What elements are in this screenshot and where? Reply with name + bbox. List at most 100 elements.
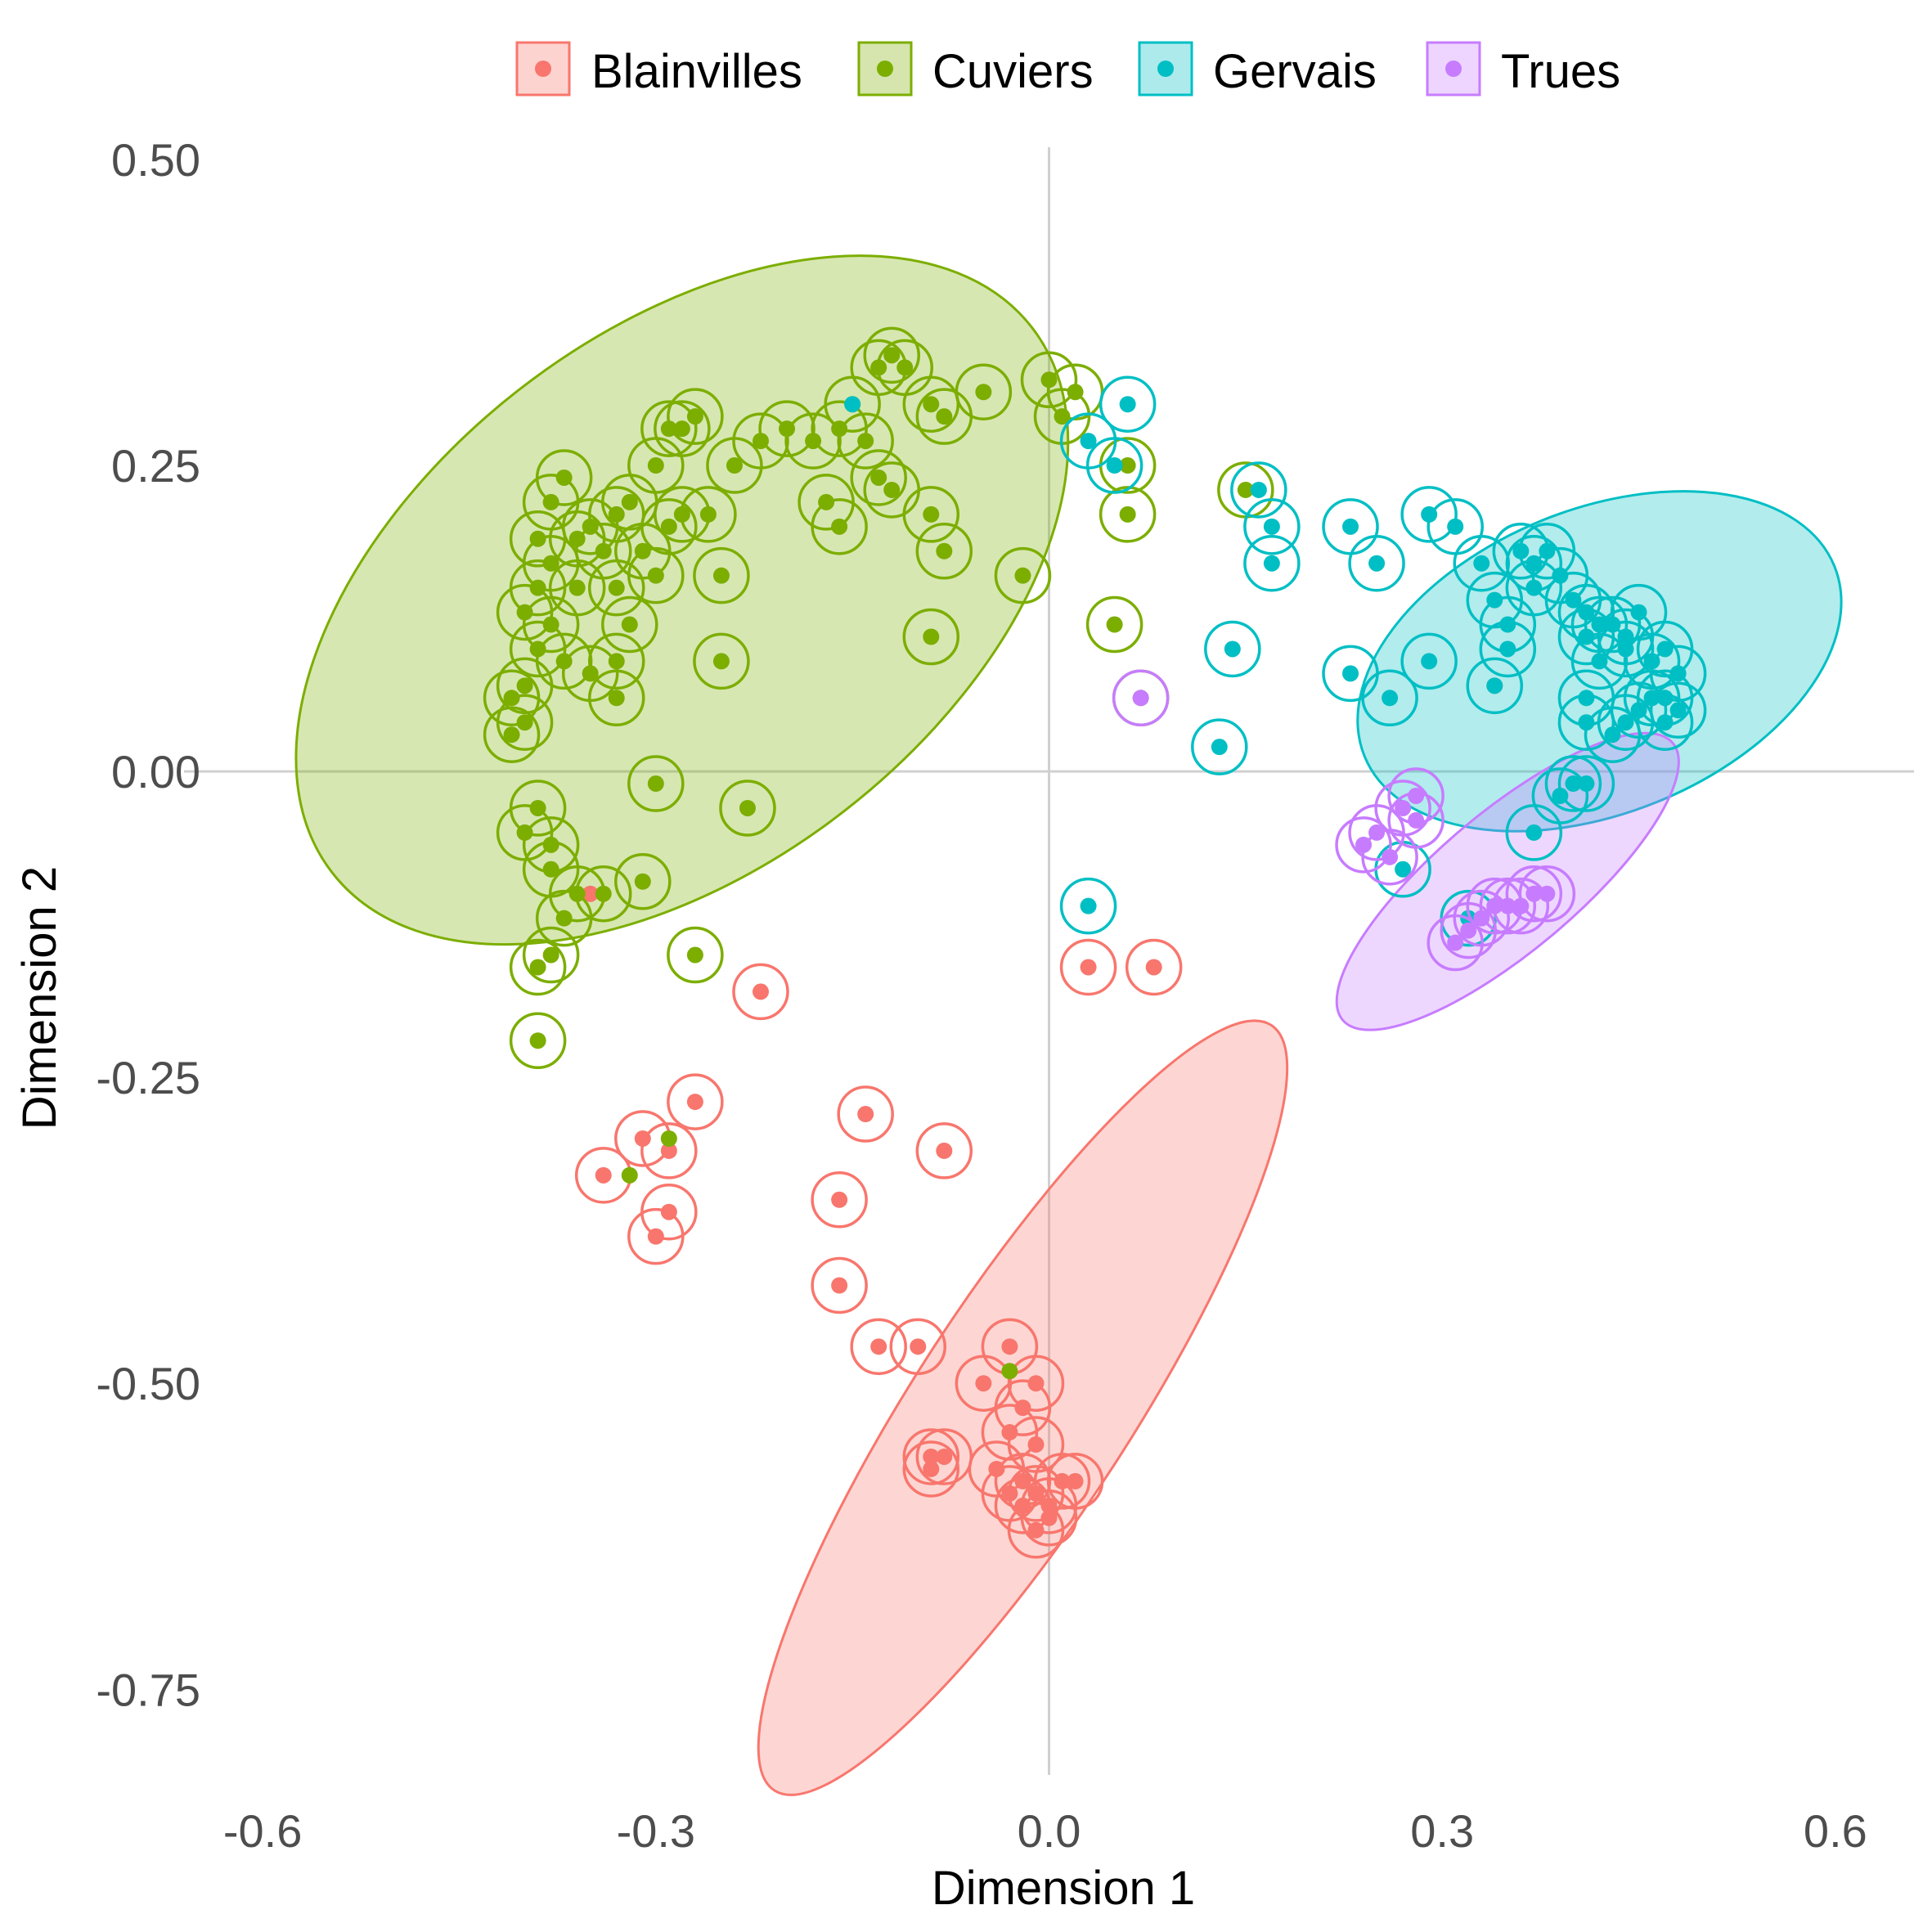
point-ring	[863, 326, 920, 384]
x-tick-label: -0.6	[223, 1805, 303, 1857]
point-ring	[1059, 938, 1117, 996]
data-point	[1224, 640, 1241, 658]
x-axis-title: Dimension 1	[932, 1862, 1195, 1915]
y-tick-label: 0.50	[111, 134, 200, 186]
point-ring	[1505, 559, 1563, 617]
data-point	[529, 1032, 546, 1049]
legend-dot-cuviers	[877, 61, 893, 77]
data-point	[529, 530, 546, 547]
x-axis-ticks: -0.6 -0.3 0.0 0.3 0.6	[223, 1805, 1867, 1857]
legend-item-gervais: Gervais	[1138, 41, 1377, 98]
point-ring	[902, 608, 960, 666]
data-point	[1132, 690, 1149, 707]
point-ring	[915, 1122, 973, 1179]
point-ring	[1191, 718, 1248, 775]
point-ring	[627, 546, 685, 604]
point-ring	[784, 412, 842, 470]
legend-label-cuviers: Cuviers	[932, 45, 1094, 98]
data-point	[568, 579, 586, 596]
data-point	[595, 885, 612, 902]
data-point	[1001, 1363, 1018, 1380]
data-point	[1539, 885, 1556, 902]
data-point	[1106, 457, 1123, 474]
point-ring	[955, 363, 1013, 420]
point-ring	[850, 449, 907, 506]
point-ring	[1597, 620, 1655, 678]
data-point	[1119, 457, 1136, 474]
data-point	[1054, 408, 1071, 425]
point-ring	[902, 486, 960, 543]
data-point	[1630, 604, 1647, 621]
point-ring	[850, 1318, 907, 1376]
ellipse-cuviers	[294, 254, 1070, 946]
data-point	[857, 1106, 874, 1123]
point-ring	[1557, 669, 1615, 727]
data-point	[1486, 677, 1503, 694]
point-ring	[837, 1085, 894, 1143]
data-point	[1408, 788, 1425, 805]
legend-dot-gervais	[1157, 61, 1174, 77]
data-point	[582, 885, 599, 902]
point-ring	[496, 694, 554, 751]
data-point	[1499, 640, 1516, 658]
x-tick-label: 0.0	[1018, 1805, 1081, 1857]
data-point	[1080, 433, 1097, 450]
point-ring	[522, 926, 580, 984]
point-ring	[1112, 669, 1170, 727]
legend-key-blainvilles	[515, 41, 571, 97]
data-point	[1643, 690, 1660, 707]
point-ring	[509, 1012, 567, 1070]
data-point	[712, 653, 730, 670]
point-ring	[1125, 938, 1183, 996]
legend-label-blainvilles: Blainvilles	[591, 45, 802, 98]
point-ring	[535, 889, 593, 947]
point-ring	[902, 1428, 960, 1485]
data-point	[936, 1142, 953, 1159]
point-ring	[680, 486, 737, 543]
x-tick-label: 0.6	[1804, 1805, 1867, 1857]
point-ring	[1387, 792, 1445, 849]
point-ring	[1466, 657, 1524, 715]
data-point	[1617, 714, 1634, 731]
point-ring	[601, 595, 658, 654]
data-point	[910, 1338, 927, 1355]
data-point	[1119, 396, 1136, 413]
y-tick-label: 0.00	[111, 746, 200, 798]
data-point	[1460, 922, 1477, 939]
data-point	[686, 408, 703, 425]
series-blainvilles	[574, 677, 1503, 1559]
y-tick-label: 0.25	[111, 440, 200, 492]
point-ring	[811, 1256, 868, 1314]
data-point	[647, 1228, 664, 1245]
data-point	[634, 873, 651, 890]
data-point	[1263, 518, 1280, 535]
series-gervais	[844, 375, 1707, 947]
point-ring	[1085, 595, 1143, 654]
point-ring	[509, 938, 567, 996]
point-ring	[1348, 534, 1405, 592]
point-ring	[889, 1318, 947, 1376]
data-point	[1014, 1472, 1031, 1489]
point-ring	[667, 388, 724, 445]
data-point	[1145, 959, 1162, 976]
data-point	[595, 542, 612, 559]
point-ring	[1544, 755, 1602, 812]
legend-dot-trues	[1445, 61, 1462, 77]
point-ring	[1099, 486, 1157, 543]
data-point	[1382, 848, 1399, 865]
y-axis-title: Dimension 2	[13, 866, 66, 1130]
data-point	[844, 396, 861, 413]
data-point	[739, 799, 756, 816]
point-ring	[1479, 620, 1537, 678]
point-ring	[1400, 632, 1458, 690]
point-ring	[535, 632, 593, 690]
point-ring	[693, 546, 750, 604]
data-point	[542, 860, 559, 878]
point-ring	[1505, 865, 1563, 923]
data-point	[975, 1375, 992, 1392]
data-point	[1525, 885, 1543, 902]
data-point	[726, 457, 743, 474]
data-point	[1408, 811, 1425, 829]
point-ring	[640, 498, 698, 555]
data-point	[883, 347, 901, 364]
